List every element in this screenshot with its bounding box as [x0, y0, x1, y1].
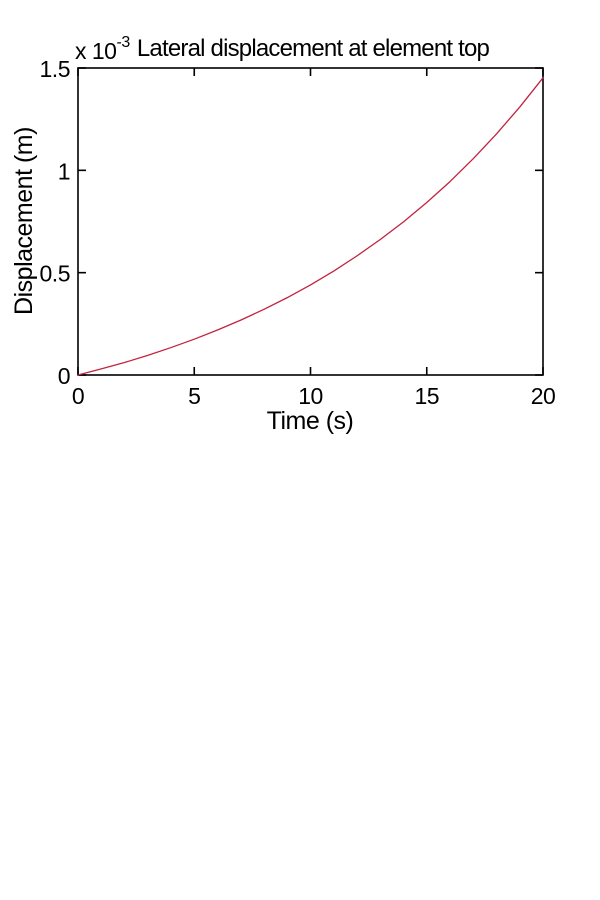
- x-tick-label: 5: [188, 383, 200, 409]
- y-tick-label: 1.5: [40, 56, 70, 82]
- y-axis-multiplier: x 10-3: [75, 34, 130, 64]
- y-tick-label: 1: [58, 158, 70, 184]
- x-axis-label: Time (s): [267, 407, 354, 435]
- x-tick-label: 20: [531, 383, 556, 409]
- displacement-chart: x 10-3 Lateral displacement at element t…: [10, 34, 556, 435]
- displacement-curve: [77, 77, 544, 376]
- y-tick-label: 0.5: [40, 261, 70, 287]
- y-axis-multiplier-base: x 10: [75, 38, 116, 64]
- x-tick-label: 10: [298, 383, 323, 409]
- y-axis-label: Displacement (m): [10, 127, 38, 315]
- y-tick-label: 0: [58, 363, 70, 389]
- axes-box: [77, 67, 544, 376]
- x-tick-label: 0: [72, 383, 84, 409]
- x-tick-label: 15: [414, 383, 439, 409]
- y-axis-multiplier-exponent: -3: [116, 34, 130, 51]
- chart-title: Lateral displacement at element top: [137, 35, 490, 62]
